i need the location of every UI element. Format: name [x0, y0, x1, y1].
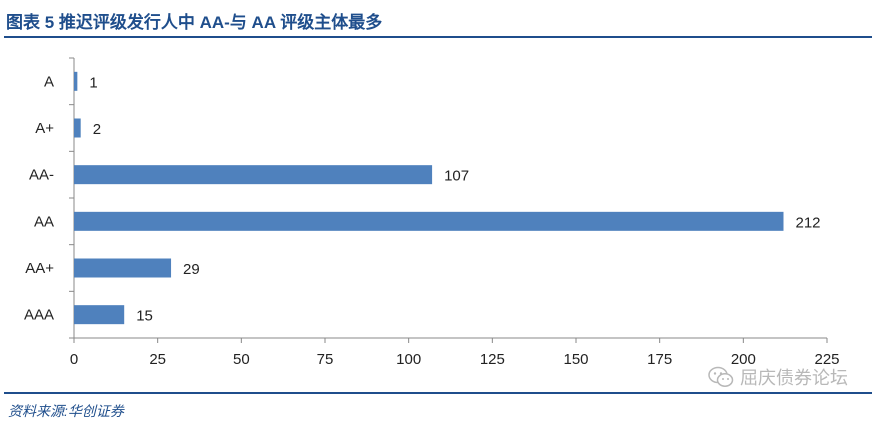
category-label: AA	[34, 213, 54, 230]
watermark-text: 屈庆债券论坛	[740, 368, 848, 388]
x-tick-label: 50	[233, 351, 250, 368]
bar-AA-	[74, 165, 433, 185]
x-tick-label: 175	[647, 351, 672, 368]
x-tick-label: 75	[317, 351, 334, 368]
data-label: 107	[444, 168, 469, 185]
footer-divider	[4, 392, 872, 394]
chart-area: 0 25 50 75 100 125 150 175 200 225 A 1 A+ 2 AA- 107 AA 21…	[0, 40, 876, 386]
data-label: 212	[795, 214, 820, 231]
title-divider	[4, 36, 872, 38]
source-note: 资料来源:华创证券	[8, 403, 124, 419]
data-label: 29	[183, 261, 200, 278]
data-label: 2	[93, 121, 101, 138]
category-label: AAA	[24, 307, 54, 324]
x-tick-label: 125	[480, 351, 505, 368]
chart-header: 图表 5 推迟评级发行人中 AA-与 AA 评级主体最多	[0, 0, 876, 40]
bar-AAA	[74, 305, 125, 325]
bar-A+	[74, 118, 81, 138]
x-tick-label: 150	[563, 351, 588, 368]
category-label: A+	[35, 120, 54, 137]
x-tick-label: 225	[814, 351, 839, 368]
x-tick-label: 200	[731, 351, 756, 368]
x-tick-label: 25	[149, 351, 166, 368]
category-label: AA-	[29, 167, 54, 184]
data-label: 15	[136, 308, 153, 325]
chart-title: 图表 5 推迟评级发行人中 AA-与 AA 评级主体最多	[6, 13, 383, 32]
wechat-icon	[708, 366, 734, 388]
bar-chart: 0 25 50 75 100 125 150 175 200 225 A 1 A+ 2 AA- 107 AA 21…	[24, 57, 840, 368]
x-tick-label: 100	[396, 351, 421, 368]
category-label: AA+	[25, 260, 54, 277]
bar-AA	[74, 211, 784, 231]
x-tick-label: 0	[70, 351, 78, 368]
category-label: A	[44, 73, 54, 90]
watermark: 屈庆债券论坛	[708, 364, 848, 390]
data-label: 1	[89, 74, 97, 91]
bar-A	[74, 71, 78, 91]
bar-AA+	[74, 258, 172, 278]
